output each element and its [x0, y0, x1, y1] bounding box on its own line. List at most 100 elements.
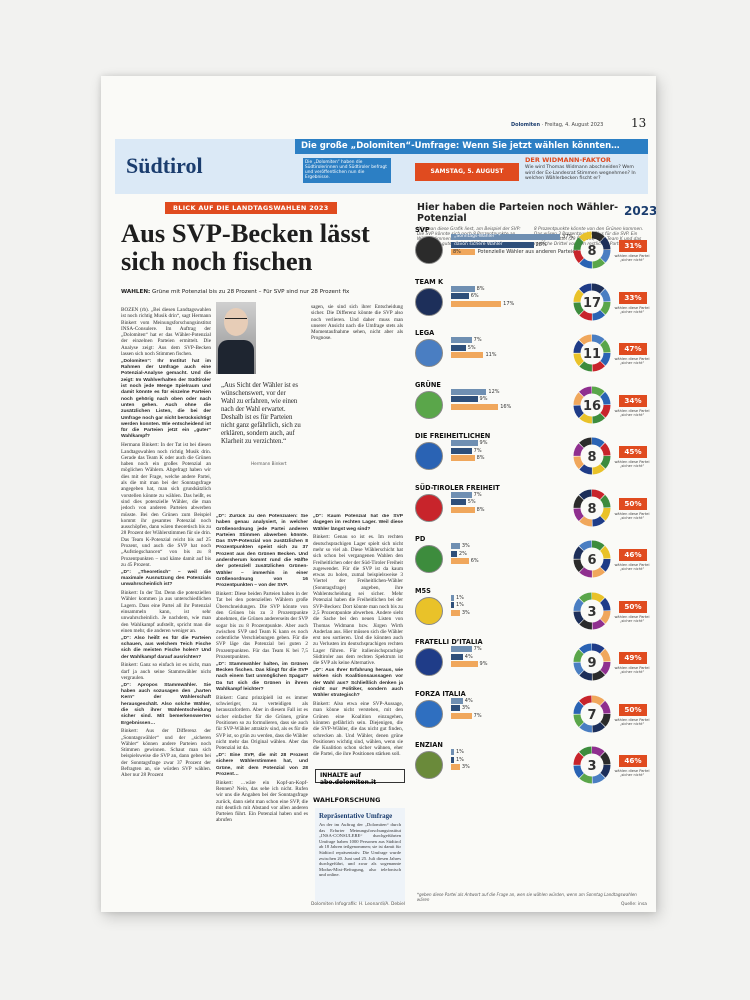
potential-donut: 3 [573, 592, 611, 629]
sure-value: 6% [470, 293, 479, 299]
sunday-bar [451, 285, 475, 292]
potential-value: 3% [461, 764, 470, 770]
donut-segment [573, 437, 611, 475]
potential-number: 7 [587, 708, 596, 723]
party-name: FORZA ITALIA [415, 689, 466, 698]
potential-value: 7% [473, 712, 482, 719]
sure-value: 7% [473, 447, 482, 454]
paragraph: Hermann Binkert: In der Tat ist bei dies… [121, 442, 211, 568]
potential-number: 17 [583, 296, 601, 311]
online-content-box: INHALTE auf abo.dolomiten.it [315, 769, 405, 786]
party-row: LEGA 7% 5% 11% 11 47% wählen diese Partei „sic… [409, 329, 650, 391]
sure-bar [451, 447, 472, 454]
party-bars: 3% 2% 6% [451, 543, 571, 566]
sure-bar [451, 344, 466, 351]
never-vote-percent: 50% [619, 600, 647, 613]
footer-source: Quelle: insa [621, 902, 647, 907]
potential-value: 6% [470, 558, 479, 564]
question: „D“: Apropos Stammwähler. Sie haben auch… [121, 682, 211, 726]
potential-number: 3 [587, 605, 596, 620]
sure-value: 28% [535, 241, 547, 248]
potential-value: 3% [461, 609, 470, 616]
party-name: SÜD-TIROLER FREIHEIT [415, 483, 500, 492]
never-vote-percent: 47% [619, 343, 647, 355]
party-row: PD 3% 2% 6% 6 46% wählen diese Partei „sicher … [409, 535, 650, 597]
party-logo-icon [415, 699, 443, 728]
never-vote-percent: 46% [619, 755, 647, 767]
potential-donut: 3 [573, 746, 611, 784]
never-vote-percent: 50% [619, 703, 647, 716]
party-row: FORZA ITALIA 4% 3% 7% 7 50% wählen diese Parte… [409, 689, 650, 752]
potential-value: 16% [500, 403, 512, 410]
sunday-bar [451, 697, 463, 704]
sunday-value: 7% [473, 646, 482, 652]
party-row: ENZIAN 1% 1% 3% 3 46% wählen diese Partei „sic… [409, 741, 650, 803]
donut-segment [573, 746, 611, 784]
sure-value: 9% [479, 396, 488, 402]
bar-legend-label: davon sichere Wähler [454, 241, 503, 247]
paragraph: Binkert: Ganz so einfach ist es nicht, m… [121, 662, 211, 681]
subhead-text: Grüne mit Potenzial bis zu 28 Prozent – … [152, 289, 350, 295]
sunday-bar [451, 234, 561, 240]
paragraph: Binkert: Aus der Differenz der „Sonntags… [121, 728, 211, 779]
donut-segment [573, 643, 611, 681]
potential-value: 8% [476, 506, 485, 513]
question: „D“: Zurück zu den Potenzialen: Sie habe… [216, 514, 308, 589]
party-logo-icon [415, 442, 443, 470]
paragraph: Binkert: Ganz prinzipiell ist es immer s… [216, 694, 308, 752]
potential-number: 11 [583, 347, 601, 362]
never-vote-percent: 50% [619, 497, 647, 510]
potential-bar [451, 403, 499, 410]
party-row: FRATELLI D’ITALIA 7% 4% 9% 9 49% wählen diese … [409, 638, 650, 700]
pull-quote: „Aus Sicht der Wähler ist es wünschenswe… [221, 382, 301, 445]
never-vote-percent: 34% [619, 394, 647, 407]
potential-value: 11% [485, 352, 497, 358]
sunday-bar [451, 440, 478, 446]
party-name: SVP [415, 226, 430, 234]
party-bars: 1% 1% 3% [451, 749, 571, 772]
sure-bar [451, 241, 534, 248]
sunday-bar [451, 543, 460, 549]
potential-bar [451, 455, 475, 461]
question: „D“: Kaum Potenzial hat die SVP dagegen … [313, 514, 403, 532]
sunday-value: 1% [455, 749, 464, 755]
party-name: TEAM K [415, 277, 444, 286]
party-name: LEGA [415, 329, 435, 337]
sunday-value: 1% [455, 594, 464, 601]
potential-bar [451, 506, 475, 513]
question: „D“: Also heißt es für die Parteien scha… [121, 635, 211, 660]
party-name: DIE FREIHEITLICHEN [415, 432, 491, 440]
sunday-value: 3% [461, 543, 470, 549]
party-row: DIE FREIHEITLICHEN 9% 7% 8% 8 45% wählen diese… [409, 432, 650, 494]
sure-value: 1% [455, 602, 464, 608]
party-bars: 12% 9% 16% [451, 388, 571, 412]
article-column-4: sagen, sie sind sich ihrer Entscheidung … [311, 304, 403, 514]
potential-donut: 9 [573, 643, 611, 681]
potential-value: 8% [453, 249, 461, 255]
question: „D“: Eine SVP, die mit 28 Prozent sicher… [216, 752, 308, 777]
party-bars: 1% 1% 3% [451, 594, 571, 618]
never-vote-percent: 46% [619, 549, 647, 561]
voter-potential-infographic: Hier haben die Parteien noch Wähler-Pote… [409, 202, 656, 902]
never-vote-note: wählen diese Partei „sicher nicht“ [614, 357, 650, 366]
party-bars: 7% 4% 9% [451, 646, 571, 669]
potential-donut: 11 [573, 334, 611, 372]
donut-segment [573, 695, 611, 732]
sure-value: 5% [467, 344, 476, 351]
election-2023-logo: 2023 [624, 204, 656, 218]
potential-bar [451, 609, 460, 616]
subhead-label: WAHLEN: [121, 289, 151, 295]
article-column-2: „D“: Zurück zu den Potenzialen: Sie habe… [216, 514, 308, 897]
never-vote-note: wählen diese Partei „sicher nicht“ [614, 460, 650, 469]
donut-segment [573, 386, 611, 423]
paragraph: sagen, sie sind sich ihrer Entscheidung … [311, 304, 403, 342]
potential-donut: 8 [573, 489, 611, 526]
party-row: SÜD-TIROLER FREIHEIT 7% 5% 8% 8 50% wählen die… [409, 483, 650, 546]
never-vote-percent: 45% [619, 446, 647, 458]
party-row: M5S 1% 1% 3% 3 50% wählen diese Partei „sicher… [409, 587, 650, 649]
sure-value: 1% [455, 756, 464, 763]
potential-donut: 17 [573, 283, 611, 320]
sure-value: 5% [467, 499, 476, 505]
bar-legend-label: „Sonntags-Wähler“ * [454, 234, 501, 239]
sunday-bar [451, 646, 472, 652]
